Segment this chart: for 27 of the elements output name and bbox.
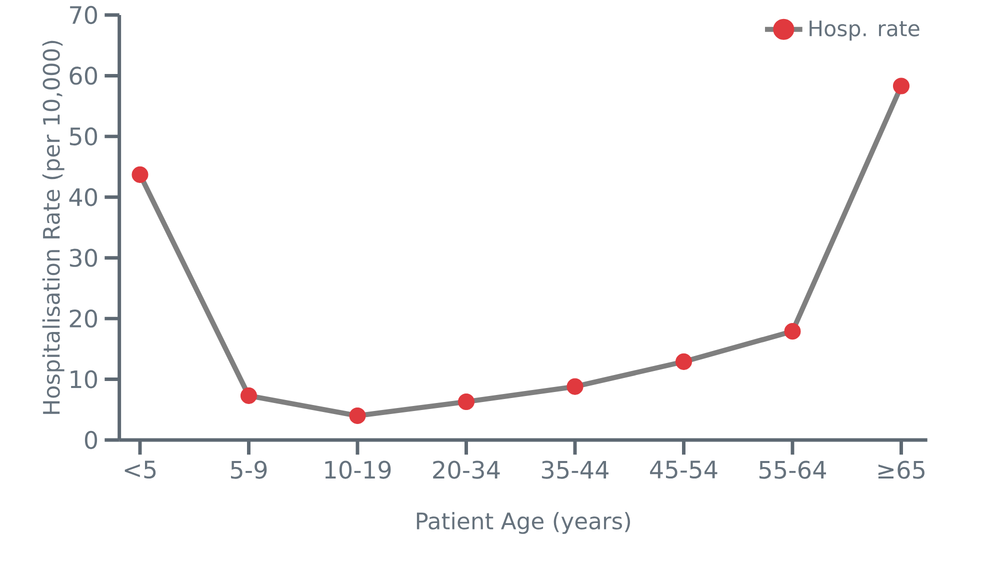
y-tick-label: 70	[70, 6, 98, 24]
legend-label: Hosp. rate	[810, 20, 920, 41]
y-tick-label: 20	[70, 309, 98, 328]
point	[458, 393, 475, 410]
x-tick-label: 45-54	[650, 460, 718, 479]
y-tick-label: 60	[70, 66, 98, 85]
y-tick-label: 10	[70, 370, 98, 388]
y-tick-label: 0	[84, 430, 98, 450]
point	[349, 407, 366, 424]
x-axis-title: Patient Age (years)	[416, 512, 630, 534]
y-tick-label: 40	[69, 188, 98, 206]
y-axis-title: Hospitalisation Rate (per 10,000)	[42, 40, 64, 414]
x-tick-label: <5	[124, 460, 156, 479]
point	[132, 166, 148, 183]
x-tick-label: 5-9	[231, 460, 267, 479]
point	[675, 353, 692, 370]
x-tick-label: 10-19	[325, 460, 391, 479]
x-tick-label: ≥65	[878, 460, 924, 479]
point	[566, 378, 584, 395]
x-tick-label: 55-64	[759, 460, 826, 479]
point	[892, 78, 910, 94]
x-tick-label: 20-34	[433, 460, 500, 479]
y-tick-label: 50	[70, 127, 98, 146]
y-tick-label: 30	[70, 248, 98, 267]
point	[240, 387, 258, 404]
point	[784, 323, 801, 340]
x-tick-label: 35-44	[542, 460, 608, 479]
